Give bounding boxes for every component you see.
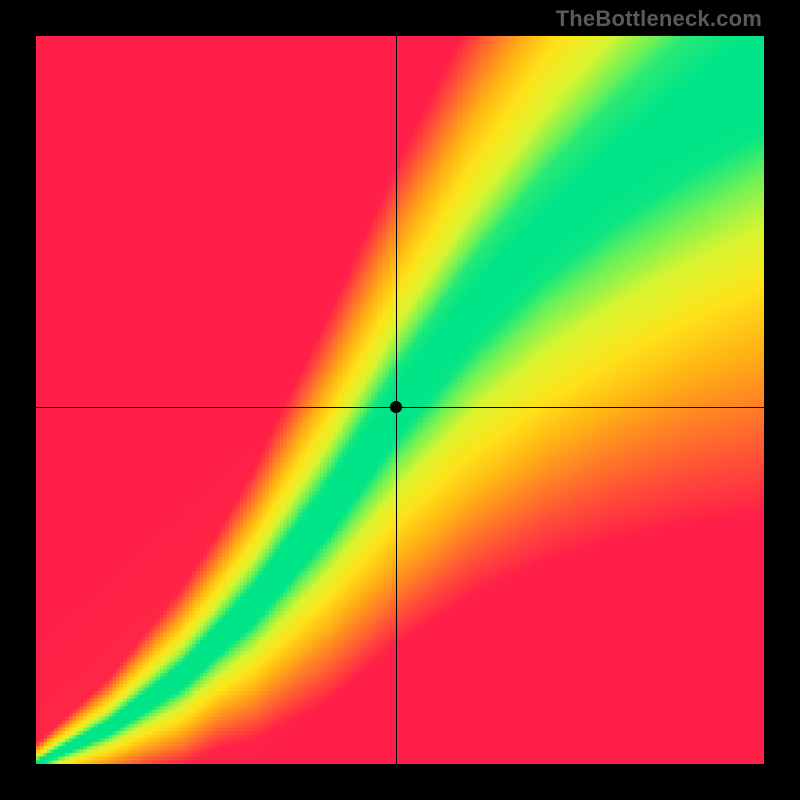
heatmap-plot [36,36,764,764]
heatmap-canvas [36,36,764,764]
crosshair-vertical [396,36,397,764]
crosshair-marker [390,401,402,413]
watermark-text: TheBottleneck.com [556,6,762,32]
chart-frame: { "watermark": { "text": "TheBottleneck.… [0,0,800,800]
